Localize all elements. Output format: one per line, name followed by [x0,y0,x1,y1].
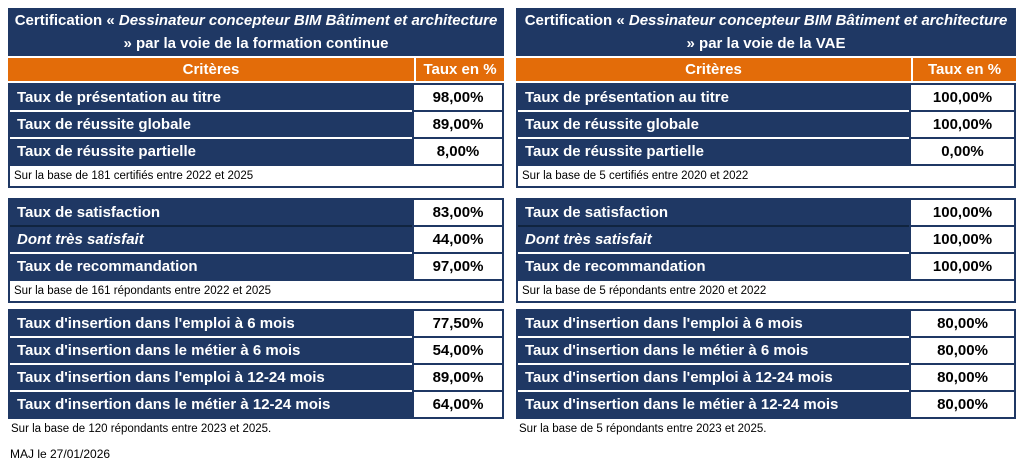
row-label: Taux d'insertion dans l'emploi à 12-24 m… [10,365,412,392]
section-insertion: Taux d'insertion dans l'emploi à 6 mois … [516,309,1016,419]
table-row: Taux d'insertion dans le métier à 6 mois… [518,338,1014,365]
table-row: Taux d'insertion dans le métier à 6 mois… [10,338,502,365]
column-header-taux: Taux en % [414,58,504,81]
row-label: Taux de réussite globale [10,112,412,139]
section-note: Sur la base de 5 répondants entre 2020 e… [518,281,1014,301]
table-row: Taux de présentation au titre 98,00% [10,85,502,112]
title-suffix: » par la voie de la VAE [686,35,846,52]
table-row: Taux de recommandation 97,00% [10,254,502,281]
row-value: 100,00% [909,112,1014,139]
row-value: 8,00% [412,139,502,166]
column-header-criteres: Critères [516,58,911,81]
table-row: Taux de satisfaction 83,00% [10,200,502,227]
row-value: 80,00% [909,338,1014,365]
row-value: 89,00% [412,112,502,139]
row-value: 98,00% [412,85,502,112]
section-note: Sur la base de 5 certifiés entre 2020 et… [518,166,1014,186]
title-prefix: Certification « [524,12,629,29]
row-label: Taux d'insertion dans l'emploi à 6 mois [518,311,909,338]
row-value: 80,00% [909,392,1014,417]
title-certification-name: Dessinateur concepteur BIM Bâtiment et a… [628,12,1008,29]
table-vae: Certification « Dessinateur concepteur B… [516,8,1016,436]
section-presentation: Taux de présentation au titre 100,00% Ta… [516,83,1016,188]
row-value: 83,00% [412,200,502,227]
row-label: Taux d'insertion dans le métier à 6 mois [10,338,412,365]
row-label: Taux d'insertion dans le métier à 6 mois [518,338,909,365]
table-title-text: Certification « Dessinateur concepteur B… [522,9,1010,55]
tables-container: Certification « Dessinateur concepteur B… [8,8,1016,436]
section-note: Sur la base de 161 répondants entre 2022… [10,281,502,301]
row-value: 100,00% [909,254,1014,281]
row-value: 54,00% [412,338,502,365]
row-value: 100,00% [909,227,1014,254]
table-footnote: Sur la base de 120 répondants entre 2023… [11,423,272,435]
column-header-row: Critères Taux en % [8,58,504,81]
table-row: Taux d'insertion dans l'emploi à 6 mois … [10,311,502,338]
section-presentation: Taux de présentation au titre 98,00% Tau… [8,83,504,188]
row-value: 80,00% [909,311,1014,338]
section-spacer [516,188,1016,198]
section-satisfaction: Taux de satisfaction 100,00% Dont très s… [516,198,1016,303]
column-header-row: Critères Taux en % [516,58,1016,81]
row-label: Taux d'insertion dans le métier à 12-24 … [518,392,909,417]
last-updated-date: MAJ le 27/01/2026 [10,447,111,461]
table-row: Taux de recommandation 100,00% [518,254,1014,281]
row-label: Taux de satisfaction [10,200,412,227]
row-label: Taux de recommandation [518,254,909,281]
row-value: 0,00% [909,139,1014,166]
section-spacer [8,188,504,198]
row-label: Taux d'insertion dans le métier à 12-24 … [10,392,412,417]
table-row: Taux de réussite partielle 8,00% [10,139,502,166]
table-row: Dont très satisfait 100,00% [518,227,1014,254]
row-label: Taux d'insertion dans l'emploi à 12-24 m… [518,365,909,392]
table-row: Taux d'insertion dans l'emploi à 6 mois … [518,311,1014,338]
table-row: Taux de réussite partielle 0,00% [518,139,1014,166]
row-label: Taux de recommandation [10,254,412,281]
table-title-vae: Certification « Dessinateur concepteur B… [516,8,1016,56]
row-label: Taux de réussite partielle [518,139,909,166]
row-value: 89,00% [412,365,502,392]
section-note: Sur la base de 181 certifiés entre 2022 … [10,166,502,186]
table-row: Taux d'insertion dans l'emploi à 12-24 m… [10,365,502,392]
row-label: Taux de satisfaction [518,200,909,227]
title-suffix: » par la voie de la formation continue [123,35,389,52]
section-insertion: Taux d'insertion dans l'emploi à 6 mois … [8,309,504,419]
row-value: 64,00% [412,392,502,417]
row-label: Dont très satisfait [518,227,909,254]
row-label: Taux de réussite partielle [10,139,412,166]
row-label: Taux d'insertion dans l'emploi à 6 mois [10,311,412,338]
row-value: 77,50% [412,311,502,338]
table-row: Dont très satisfait 44,00% [10,227,502,254]
column-header-criteres: Critères [8,58,414,81]
title-prefix: Certification « [14,12,119,29]
row-label: Taux de présentation au titre [10,85,412,112]
row-label: Taux de présentation au titre [518,85,909,112]
row-value: 97,00% [412,254,502,281]
table-title-text: Certification « Dessinateur concepteur B… [14,9,498,55]
row-value: 100,00% [909,85,1014,112]
table-title-formation-continue: Certification « Dessinateur concepteur B… [8,8,504,56]
table-row: Taux d'insertion dans l'emploi à 12-24 m… [518,365,1014,392]
row-label: Taux de réussite globale [518,112,909,139]
row-value: 80,00% [909,365,1014,392]
column-header-taux: Taux en % [911,58,1016,81]
title-certification-name: Dessinateur concepteur BIM Bâtiment et a… [118,12,498,29]
table-row: Taux d'insertion dans le métier à 12-24 … [518,392,1014,417]
table-formation-continue: Certification « Dessinateur concepteur B… [8,8,504,436]
section-satisfaction: Taux de satisfaction 83,00% Dont très sa… [8,198,504,303]
row-label: Dont très satisfait [10,227,412,254]
row-value: 100,00% [909,200,1014,227]
table-row: Taux de présentation au titre 100,00% [518,85,1014,112]
table-row: Taux d'insertion dans le métier à 12-24 … [10,392,502,417]
table-row: Taux de satisfaction 100,00% [518,200,1014,227]
table-footnote: Sur la base de 5 répondants entre 2023 e… [519,423,767,435]
table-row: Taux de réussite globale 89,00% [10,112,502,139]
row-value: 44,00% [412,227,502,254]
table-row: Taux de réussite globale 100,00% [518,112,1014,139]
